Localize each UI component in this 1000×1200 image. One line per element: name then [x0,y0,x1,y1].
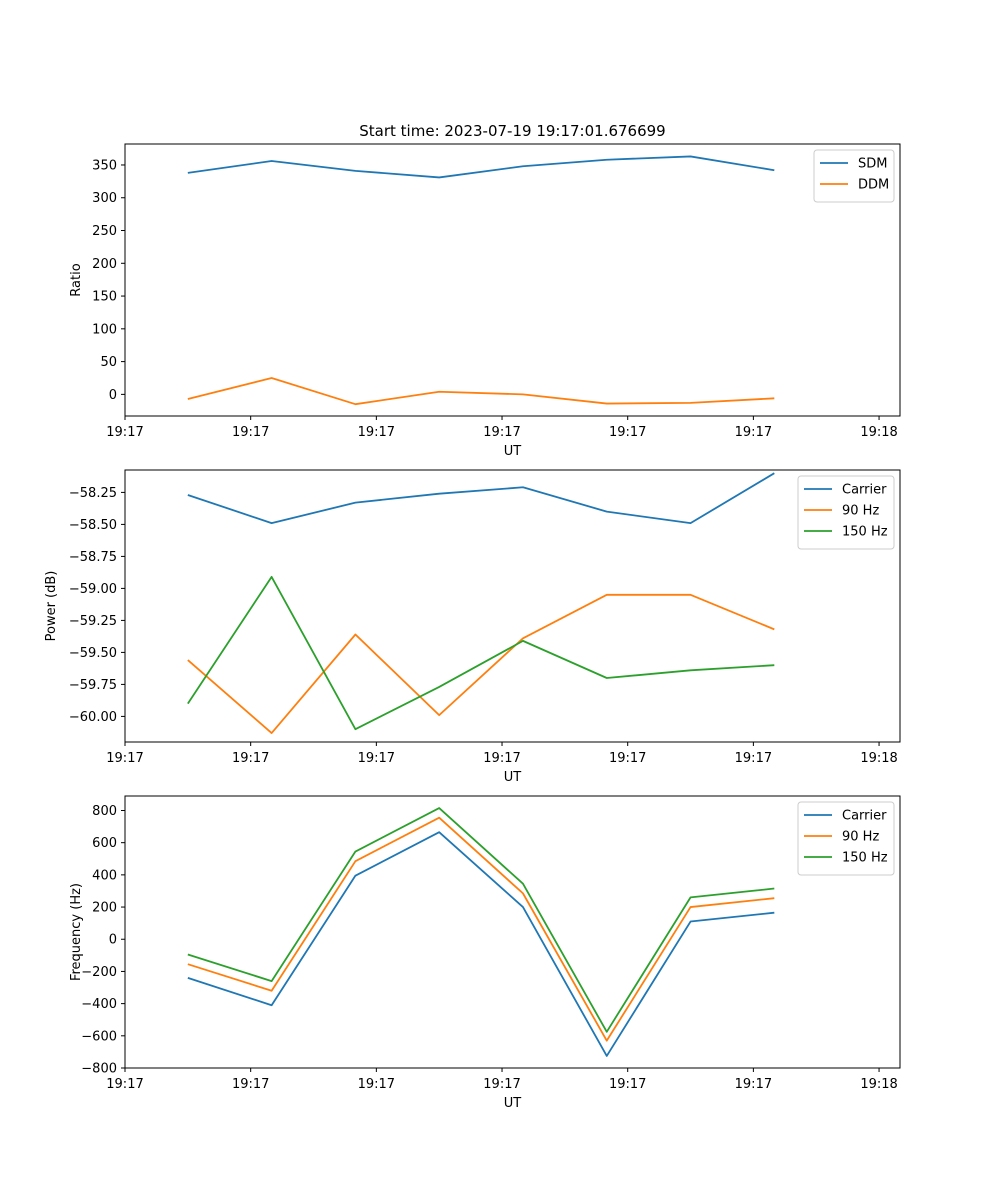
legend-entry: 150 Hz [842,525,888,540]
x-tick-label: 19:18 [860,425,897,440]
x-tick-label: 19:17 [358,425,395,440]
x-tick-label: 19:17 [609,425,646,440]
legend-entry: Carrier [842,809,887,824]
series-line-sdm [187,155,775,179]
y-tick-label: −800 [81,1062,117,1077]
y-axis-label: Frequency (Hz) [69,883,84,981]
x-tick-label: 19:17 [106,1077,143,1092]
x-tick-label: 19:17 [106,425,143,440]
figure-title: Start time: 2023-07-19 19:17:01.676699 [359,122,665,140]
y-tick-label: 0 [109,388,117,403]
x-tick-label: 19:18 [860,751,897,766]
legend-entry: 90 Hz [842,830,879,845]
legend-entry: 150 Hz [842,851,888,866]
y-axis-label: Ratio [69,263,84,296]
legend-entry: SDM [858,157,887,172]
x-tick-label: 19:17 [232,425,269,440]
y-tick-label: −59.25 [69,614,117,629]
subplot-2: 19:17 19:17 19:17 19:17 19:17 19:17 19:18 −60.0… [44,469,901,785]
y-axis-label: Power (dB) [44,571,59,642]
x-tick-label: 19:17 [609,751,646,766]
x-tick-label: 19:17 [483,751,520,766]
legend-entry: 90 Hz [842,504,879,519]
series-line-90-hz [187,593,775,734]
subplots: 19:17 19:17 19:17 19:17 19:17 19:17 19:18 0 50 10… [44,143,901,1111]
y-tick-label: 250 [92,224,117,239]
y-tick-label: 300 [92,191,117,206]
axes-frame [124,143,901,417]
y-tick-label: 150 [92,290,117,305]
series-line-carrier [187,831,775,1057]
y-tick-label: −200 [81,965,117,980]
y-tick-label: −400 [81,997,117,1012]
x-tick-label: 19:17 [358,751,395,766]
x-tick-label: 19:17 [735,1077,772,1092]
y-tick-label: −600 [81,1029,117,1044]
series-line-90-hz [187,816,775,1042]
y-tick-label: −60.00 [69,710,117,725]
x-tick-label: 19:17 [735,425,772,440]
series-line-150-hz [187,807,775,1033]
legend: Carrier 90 Hz 150 Hz [797,475,895,550]
y-tick-label: −59.00 [69,582,117,597]
y-tick-label: 100 [92,322,117,337]
series-line-ddm [187,377,775,406]
x-tick-label: 19:18 [860,1077,897,1092]
x-tick-label: 19:17 [106,751,143,766]
y-tick-label: 50 [100,355,117,370]
x-axis-label: UT [504,1096,522,1111]
legend: Carrier 90 Hz 150 Hz [797,801,895,876]
x-tick-label: 19:17 [609,1077,646,1092]
series-line-150-hz [187,575,775,731]
y-tick-label: −59.75 [69,678,117,693]
y-tick-label: −58.50 [69,518,117,533]
legend-entry: Carrier [842,483,887,498]
y-tick-label: 350 [92,158,117,173]
y-tick-label: 400 [92,868,117,883]
subplot-3: 19:17 19:17 19:17 19:17 19:17 19:17 19:18 −800 −… [69,795,901,1111]
series-line-carrier [187,472,775,525]
subplot-1: 19:17 19:17 19:17 19:17 19:17 19:17 19:18 0 50 10… [69,143,901,459]
y-tick-label: −59.50 [69,646,117,661]
axes-frame [124,469,901,743]
legend: SDM DDM [813,149,895,203]
y-tick-label: −58.25 [69,486,117,501]
axes-frame [124,795,901,1069]
x-tick-label: 19:17 [358,1077,395,1092]
x-axis-label: UT [504,444,522,459]
y-tick-label: 600 [92,836,117,851]
y-tick-label: 200 [92,901,117,916]
x-tick-label: 19:17 [483,425,520,440]
x-tick-label: 19:17 [483,1077,520,1092]
x-axis-label: UT [504,770,522,785]
x-tick-label: 19:17 [735,751,772,766]
x-tick-label: 19:17 [232,1077,269,1092]
y-tick-label: −58.75 [69,550,117,565]
y-tick-label: 800 [92,804,117,819]
legend-entry: DDM [858,178,889,193]
x-tick-label: 19:17 [232,751,269,766]
y-tick-label: 0 [109,933,117,948]
y-tick-label: 200 [92,257,117,272]
